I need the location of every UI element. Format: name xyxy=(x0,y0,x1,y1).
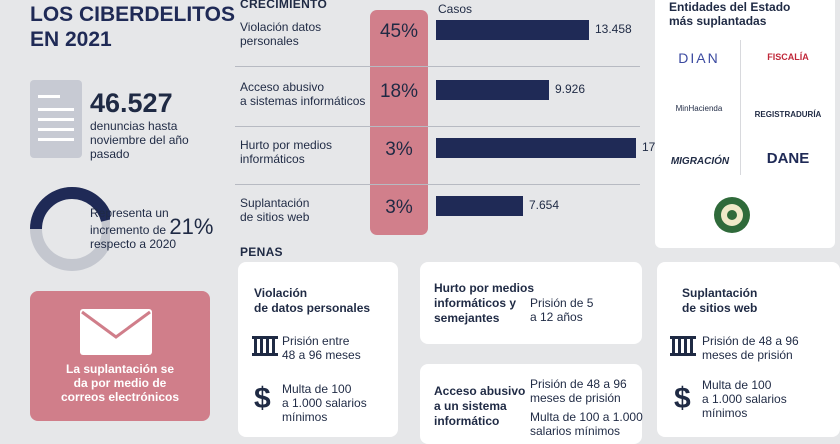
pena-title-violacion: Violación de datos personales xyxy=(254,286,371,315)
page-title: LOS CIBERDELITOS EN 2021 xyxy=(30,2,235,52)
row-separator xyxy=(235,126,640,127)
pena-card-hurto xyxy=(420,262,642,344)
pena-acceso-prison: Prisión de 48 a 96 meses de prisión xyxy=(530,377,627,405)
cases-label: Casos xyxy=(438,2,473,16)
pena-hurto-prison: Prisión de 5 a 12 años xyxy=(530,296,594,324)
pena-violacion-prison: Prisión entre 48 a 96 meses xyxy=(282,334,361,362)
envelope-icon xyxy=(80,309,152,355)
migracion-logo: MIGRACIÓN xyxy=(670,156,730,167)
growth-pct-label: 3% xyxy=(385,197,413,218)
increment-donut xyxy=(30,187,110,271)
title-line-2: EN 2021 xyxy=(30,28,112,51)
pena-title-hurto: Hurto por medios informáticos y semejant… xyxy=(434,281,535,325)
chart-bar xyxy=(436,80,549,100)
entities-divider xyxy=(740,40,741,175)
pena-card-suplantacion xyxy=(657,262,840,437)
pena-card-violacion xyxy=(238,262,398,437)
dollar-icon: $ xyxy=(254,382,271,415)
dane-logo: DANE xyxy=(766,150,810,167)
growth-pct-label: 45% xyxy=(379,21,419,42)
penas-header: PENAS xyxy=(240,245,283,259)
value-label: 7.654 xyxy=(529,198,560,212)
growth-header: CRECIMIENTO xyxy=(240,0,328,11)
fiscalia-logo: FISCALÍA xyxy=(767,52,809,62)
value-label: 9.926 xyxy=(555,82,586,96)
chart-bar xyxy=(436,196,523,216)
email-note-card xyxy=(30,291,210,421)
pena-acceso-fine: Multa de 100 a 1.000 salarios mínimos xyxy=(530,410,643,438)
complaints-text: denuncias hasta noviembre del año pasado xyxy=(90,119,189,161)
pena-title-acceso: Acceso abusivo a un sistema informático xyxy=(434,384,526,428)
complaints-number: 46.527 xyxy=(90,88,173,118)
chart-bar xyxy=(436,20,589,40)
increment-text: Representa un incremento de 21% respecto… xyxy=(90,206,214,251)
category-label: Suplantación de sitios web xyxy=(240,196,310,224)
category-label: Hurto por medios informáticos xyxy=(240,138,333,166)
increment-value: 21% xyxy=(169,214,214,239)
growth-pct-column xyxy=(370,10,428,235)
category-label: Acceso abusivo a sistemas informáticos xyxy=(240,80,366,108)
value-label: 13.458 xyxy=(595,22,632,36)
row-separator xyxy=(235,184,640,185)
chart-bar xyxy=(436,138,636,158)
police-emblem-icon xyxy=(714,197,750,233)
dian-logo: DIAN xyxy=(678,50,720,66)
category-label: Violación datos personales xyxy=(240,20,322,48)
document-icon xyxy=(30,80,82,158)
title-line-1: LOS CIBERDELITOS xyxy=(30,3,235,26)
pena-suplantacion-prison: Prisión de 48 a 96 meses de prisión xyxy=(702,334,799,362)
pena-violacion-fine: Multa de 100 a 1.000 salarios mínimos xyxy=(282,382,367,424)
registraduria-logo: REGISTRADURÍA xyxy=(754,110,822,119)
row-separator xyxy=(235,66,640,67)
prison-icon xyxy=(252,336,278,356)
pena-suplantacion-fine: Multa de 100 a 1.000 salarios mínimos xyxy=(702,378,787,420)
prison-icon xyxy=(670,336,696,356)
email-note-text: La suplantación se da por medio de corre… xyxy=(60,362,180,404)
growth-pct-label: 3% xyxy=(385,139,413,160)
entities-title: Entidades del Estado más suplantadas xyxy=(669,0,791,28)
pena-title-suplantacion: Suplantación de sitios web xyxy=(682,286,758,315)
minhacienda-logo: MinHacienda xyxy=(675,104,723,113)
dollar-icon: $ xyxy=(674,382,691,415)
growth-pct-label: 18% xyxy=(379,81,419,102)
